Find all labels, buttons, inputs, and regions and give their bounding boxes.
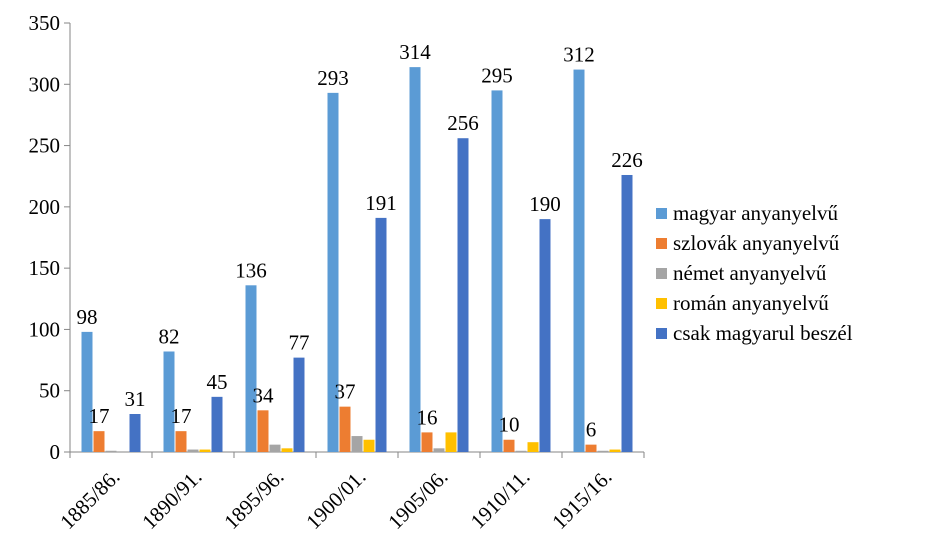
data-label: 31 [125,387,146,411]
bar [211,396,223,452]
data-label: 10 [499,413,520,437]
bar [445,432,457,452]
legend-label: román anyanyelvű [673,290,829,315]
bar [129,414,141,452]
legend-swatch [656,267,667,279]
bar [433,448,445,452]
bar [539,219,551,452]
data-label: 37 [335,380,356,404]
bar [269,444,281,452]
bar [609,449,621,452]
data-label: 136 [235,258,267,282]
bar [281,448,293,452]
data-label: 190 [529,192,561,216]
data-label: 293 [317,66,349,90]
y-tick-label: 300 [29,72,61,96]
data-label: 77 [289,331,310,355]
bar [257,410,269,452]
bar [457,138,469,452]
bar [81,331,93,452]
legend-label: magyar anyanyelvű [673,200,839,225]
data-label: 191 [365,191,397,215]
data-label: 226 [611,148,643,172]
legend-swatch [656,207,667,219]
legend-swatch [656,327,667,339]
y-tick-label: 250 [29,134,61,158]
bar [503,439,515,452]
legend-item: szlovák anyanyelvű [656,228,853,258]
y-tick-label: 50 [39,379,60,403]
bar [105,450,117,452]
legend-label: csak magyarul beszél [673,320,853,345]
legend-item: magyar anyanyelvű [656,198,853,228]
x-tick-label: 1910/11. [466,465,535,534]
x-tick-label: 1885/86. [55,465,124,534]
bar [199,449,211,452]
bar [409,67,421,452]
data-label: 295 [481,63,513,87]
bar [327,92,339,452]
data-label: 98 [77,305,98,329]
bar [339,406,351,452]
bar [585,444,597,452]
bar [351,436,363,452]
bar [363,439,375,452]
legend-swatch [656,237,667,249]
bar [245,285,257,452]
x-tick-label: 1900/01. [301,465,370,534]
bar [515,450,527,452]
data-label: 256 [447,111,479,135]
x-tick-label: 1895/96. [219,465,288,534]
legend-item: csak magyarul beszél [656,318,853,348]
y-tick-label: 0 [50,440,61,464]
data-label: 82 [159,324,180,348]
legend-label: szlovák anyanyelvű [673,230,840,255]
data-label: 17 [171,404,192,428]
y-tick-label: 350 [29,11,61,35]
bar [293,357,305,452]
bar [621,174,633,452]
data-label: 314 [399,40,431,64]
y-tick-label: 150 [29,256,61,280]
legend-swatch [656,297,667,309]
bar [163,351,175,452]
bar [527,442,539,452]
legend-item: német anyanyelvű [656,258,853,288]
bar [93,431,105,452]
chart-legend: magyar anyanyelvű szlovák anyanyelvű német… [656,198,853,348]
bar [175,431,187,452]
bar [187,449,199,452]
x-tick-label: 1905/06. [383,465,452,534]
data-label: 6 [586,418,597,442]
data-label: 312 [563,43,595,67]
legend-label: német anyanyelvű [673,260,827,285]
data-label: 17 [89,404,110,428]
data-label: 34 [253,383,275,407]
bar [375,217,387,452]
data-label: 45 [207,370,228,394]
bar [597,450,609,452]
bar [573,69,585,452]
x-tick-label: 1890/91. [137,465,206,534]
legend-item: román anyanyelvű [656,288,853,318]
bar [421,432,433,452]
y-tick-label: 100 [29,317,61,341]
y-tick-label: 200 [29,195,61,219]
data-label: 16 [417,405,438,429]
x-tick-label: 1915/16. [547,465,616,534]
bar [491,90,503,453]
